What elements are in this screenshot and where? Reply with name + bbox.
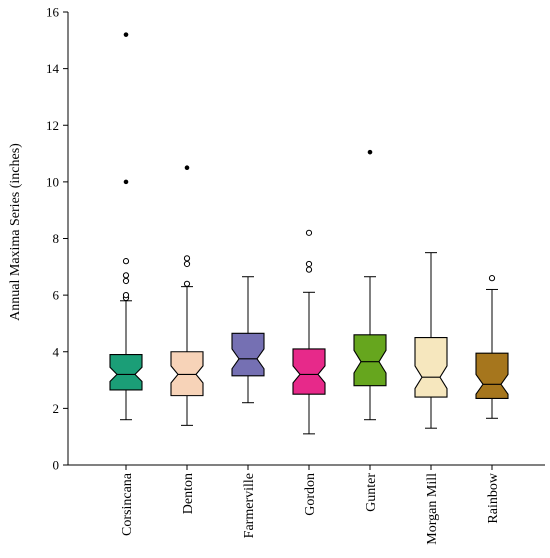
outlier-point: [122, 292, 130, 299]
box-gunter: [353, 149, 387, 421]
y-tick-label: 0: [53, 458, 60, 473]
outlier-point: [305, 266, 313, 273]
boxes: [109, 32, 509, 435]
outlier-point: [488, 275, 496, 282]
box-body: [353, 334, 387, 387]
extreme-point: [123, 32, 129, 37]
extreme-point: [123, 179, 129, 185]
outlier-point: [122, 277, 130, 285]
category-label: Farmerville: [242, 473, 257, 538]
box-morgan-mill: [414, 252, 448, 429]
category-label: Denton: [181, 473, 196, 514]
y-tick-label: 2: [53, 401, 60, 416]
box-denton: [170, 165, 204, 426]
category-label: Rainbow: [486, 472, 501, 523]
y-tick-label: 6: [53, 288, 60, 303]
box-rainbow: [475, 275, 509, 419]
y-tick-label: 10: [46, 174, 59, 189]
box-body: [109, 354, 143, 391]
y-tick-label: 4: [53, 344, 60, 359]
box-farmerville: [231, 276, 265, 404]
outlier-point: [122, 272, 130, 279]
axes: [67, 12, 545, 466]
category-label: Gordon: [303, 473, 318, 516]
category-labels: Corsincana Denton Farmerville Gordon Gunter M…: [120, 465, 501, 545]
y-tick-label: 16: [46, 5, 60, 20]
y-axis-ticks: 0 2 4 6 8 10 12 14 16: [46, 5, 68, 473]
y-tick-label: 8: [53, 231, 60, 246]
outlier-point: [183, 280, 191, 287]
category-label: Gunter: [364, 473, 379, 512]
box-corsincana: [109, 32, 143, 421]
category-label: Corsincana: [120, 472, 135, 536]
box-body: [231, 332, 265, 377]
category-label: Morgan Mill: [425, 473, 440, 545]
outlier-point: [305, 260, 313, 268]
box-body: [414, 337, 448, 398]
y-tick-label: 14: [46, 61, 60, 76]
extreme-point: [367, 149, 373, 155]
box-gordon: [292, 229, 326, 435]
extreme-point: [184, 165, 190, 171]
y-tick-label: 12: [46, 118, 59, 133]
outlier-point: [183, 255, 191, 262]
y-axis-title: Annual Maxima Series (inches): [8, 143, 23, 321]
box-body: [170, 351, 204, 397]
outlier-point: [122, 258, 130, 265]
outlier-point: [183, 260, 191, 268]
box-body: [475, 352, 509, 400]
box-body: [292, 348, 326, 395]
outlier-point: [305, 229, 313, 236]
